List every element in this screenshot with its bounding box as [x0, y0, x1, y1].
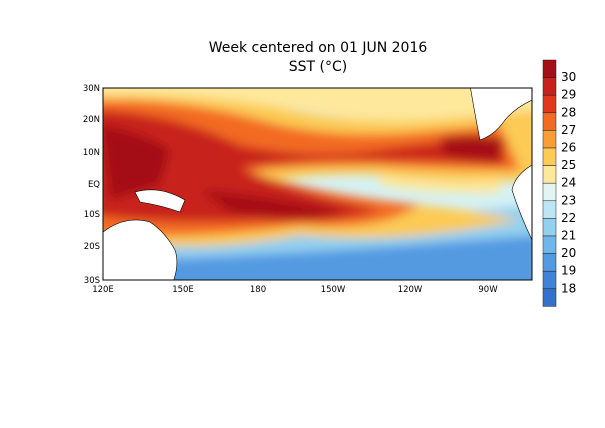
colorbar-box [542, 218, 557, 237]
colorbar-box [542, 147, 557, 166]
colorbar-box [542, 165, 557, 184]
lat-label: 20S [84, 242, 100, 252]
colorbar-box [542, 288, 557, 307]
lon-label: 150W [321, 285, 346, 295]
colorbar-box [542, 112, 557, 131]
colorbar-label: 25 [561, 158, 576, 172]
colorbar-label: 27 [561, 123, 576, 137]
colorbar-label: 30 [561, 70, 576, 84]
colorbar-box [542, 182, 557, 202]
lon-label: 90W [478, 285, 498, 295]
lon-label: 120E [92, 285, 114, 295]
colorbar-label: 29 [561, 88, 576, 102]
map-subtitle: SST (°C) [289, 59, 347, 75]
colorbar-box [542, 200, 557, 219]
colorbar-label: 26 [561, 141, 576, 155]
map-title: Week centered on 01 JUN 2016 [209, 40, 428, 56]
colorbar-box [542, 94, 557, 114]
colorbar-box [542, 235, 557, 254]
sst-field [103, 88, 532, 280]
lat-label: EQ [88, 180, 100, 190]
lat-label: 20N [83, 115, 100, 125]
colorbar-label: 23 [561, 193, 576, 207]
lat-label: 10S [84, 210, 100, 220]
lat-label: 10N [83, 148, 100, 158]
colorbar-label: 20 [561, 246, 576, 260]
colorbar-label: 28 [561, 105, 576, 119]
colorbar-box [542, 270, 557, 290]
colorbar-label: 22 [561, 211, 576, 225]
lat-label: 30N [83, 84, 100, 94]
lat-label: 30S [84, 276, 100, 286]
colorbar-box [542, 77, 557, 96]
lon-label: 120W [398, 285, 423, 295]
lon-label: 180 [250, 285, 266, 295]
colorbar-label: 21 [561, 229, 576, 243]
map-frame [102, 87, 533, 281]
lon-label: 150E [172, 285, 194, 295]
colorbar-label: 18 [561, 281, 576, 295]
colorbar-label: 24 [561, 176, 576, 190]
colorbar-box [542, 130, 557, 149]
colorbar-label: 19 [561, 264, 576, 278]
colorbar-box [542, 253, 557, 272]
colorbar-box [542, 59, 557, 78]
